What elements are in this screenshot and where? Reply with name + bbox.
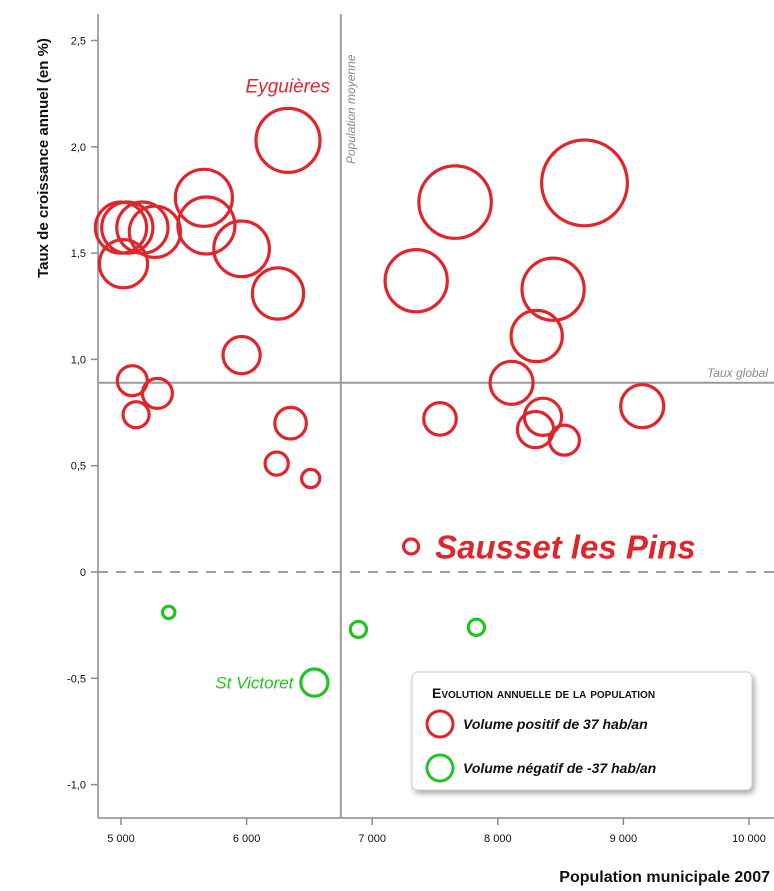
y-axis-title: Taux de croissance annuel (en %) [35, 38, 52, 278]
positive-point [121, 400, 151, 430]
negative-point [348, 619, 369, 640]
y-axis-ticks: 2,5 2,0 1,5 1,0 0,5 0 -0,5 -1,0 [67, 36, 98, 792]
x-tick-label: 7 000 [358, 833, 386, 845]
positive-point [212, 219, 272, 279]
data-points [93, 106, 666, 698]
positive-point [97, 238, 150, 290]
positive-point [176, 195, 237, 256]
legend-negative-label: Volume négatif de -37 hab/an [463, 760, 656, 776]
positive-point [263, 450, 290, 477]
y-tick-label: -0,5 [67, 673, 86, 685]
x-axis-title: Population municipale 2007 [559, 869, 770, 886]
legend-negative-swatch [425, 753, 455, 783]
positive-point [522, 396, 564, 437]
positive-point [127, 204, 183, 259]
positive-point [383, 248, 449, 314]
positive-point [221, 334, 262, 376]
legend: Evolution annuelle de la population Volu… [411, 671, 753, 791]
y-tick-label: 2,5 [71, 36, 86, 48]
y-tick-label: -1,0 [67, 780, 86, 792]
positive-point [488, 359, 535, 406]
positive-point [140, 376, 174, 410]
annotation-sausset-les-pins: Sausset les Pins [435, 528, 695, 565]
positive-point [509, 308, 564, 364]
positive-point [547, 423, 582, 457]
positive-point [300, 467, 322, 490]
y-tick-label: 1,5 [71, 248, 86, 260]
x-tick-label: 10 000 [732, 833, 766, 845]
y-tick-label: 0,5 [71, 461, 86, 473]
positive-point [273, 405, 309, 441]
positive-point [520, 256, 586, 322]
legend-positive-swatch [425, 709, 455, 739]
positive-point [402, 537, 421, 556]
positive-point [422, 401, 458, 437]
positive-point [250, 266, 306, 321]
annotation-eyguieres: Eyguières [246, 76, 331, 97]
legend-title: Evolution annuelle de la population [432, 685, 655, 701]
positive-point [619, 383, 666, 430]
negative-point [466, 617, 487, 638]
positive-point [173, 167, 234, 228]
y-tick-label: 2,0 [71, 142, 86, 154]
y-tick-label: 1,0 [71, 354, 86, 366]
x-tick-label: 8 000 [484, 833, 512, 845]
annotation-st-victoret: St Victoret [215, 674, 294, 693]
positive-point [417, 164, 493, 240]
positive-point [539, 138, 629, 228]
x-tick-label: 6 000 [233, 833, 261, 845]
global-rate-label: Taux global [707, 366, 768, 380]
negative-point [299, 667, 330, 698]
x-axis-ticks: 5 000 6 000 7 000 8 000 9 000 10 000 [107, 818, 766, 845]
x-tick-label: 9 000 [610, 833, 638, 845]
positive-point [100, 200, 155, 255]
average-population-label: Population moyenne [344, 54, 358, 164]
x-tick-label: 5 000 [107, 833, 135, 845]
legend-box [411, 671, 753, 791]
legend-positive-label: Volume positif de 37 hab/an [463, 716, 648, 732]
y-tick-label: 0 [80, 567, 86, 579]
positive-point [254, 106, 322, 174]
negative-point [160, 604, 177, 621]
